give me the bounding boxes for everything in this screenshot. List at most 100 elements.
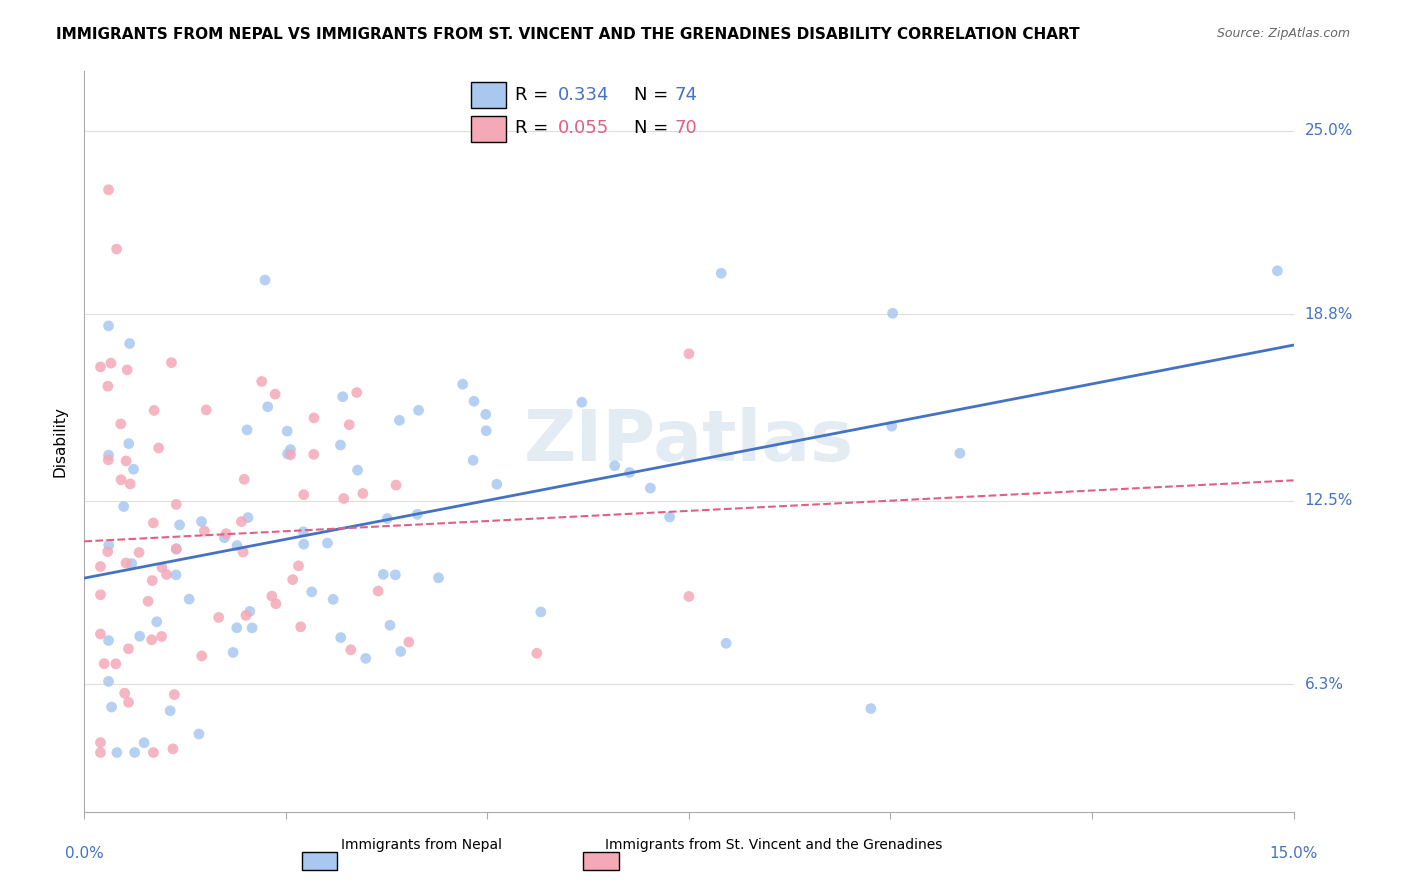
Point <box>281 573 304 587</box>
Point <box>292 488 315 502</box>
Point <box>427 571 450 585</box>
Point <box>714 636 737 650</box>
Point <box>165 567 187 582</box>
Point <box>148 441 170 455</box>
Point <box>118 336 141 351</box>
Point <box>406 508 429 522</box>
Point <box>329 631 352 645</box>
Point <box>215 526 238 541</box>
Point <box>301 584 323 599</box>
Point <box>678 347 700 361</box>
Point <box>260 589 283 603</box>
Point <box>160 356 183 370</box>
Point <box>264 597 287 611</box>
Point <box>232 545 254 559</box>
Point <box>253 273 276 287</box>
Point <box>159 704 181 718</box>
Point <box>619 466 641 480</box>
Point <box>475 424 498 438</box>
Point <box>89 359 111 374</box>
Point <box>89 746 111 760</box>
Point <box>276 424 298 438</box>
Point <box>378 618 401 632</box>
Point <box>93 657 115 671</box>
Point <box>165 541 187 556</box>
Point <box>290 620 312 634</box>
Point <box>214 531 236 545</box>
Point <box>143 403 166 417</box>
Point <box>710 266 733 280</box>
Point <box>280 448 302 462</box>
Point <box>389 644 412 658</box>
Text: 12.5%: 12.5% <box>1305 493 1353 508</box>
Point <box>122 462 145 476</box>
Point <box>145 615 167 629</box>
Text: Source: ZipAtlas.com: Source: ZipAtlas.com <box>1216 27 1350 40</box>
Text: 0.0%: 0.0% <box>65 847 104 862</box>
Point <box>385 478 408 492</box>
Point <box>141 632 163 647</box>
Point <box>640 481 662 495</box>
Point <box>117 641 139 656</box>
Text: Immigrants from Nepal: Immigrants from Nepal <box>342 838 502 852</box>
Point <box>231 515 253 529</box>
Point <box>280 442 302 457</box>
Point <box>165 542 187 557</box>
Point <box>97 453 120 467</box>
Point <box>225 621 247 635</box>
Point <box>571 395 593 409</box>
Point <box>678 590 700 604</box>
Point <box>256 400 278 414</box>
Point <box>461 453 484 467</box>
Point <box>162 742 184 756</box>
Text: 18.8%: 18.8% <box>1305 307 1353 322</box>
Point <box>100 700 122 714</box>
Point <box>97 538 120 552</box>
Point <box>124 746 146 760</box>
Point <box>451 377 474 392</box>
Point <box>316 536 339 550</box>
Point <box>105 746 128 760</box>
Point <box>110 417 132 431</box>
Point <box>292 537 315 551</box>
Point <box>89 735 111 749</box>
Point <box>233 472 256 486</box>
Point <box>332 491 354 506</box>
Text: ZIPatlas: ZIPatlas <box>524 407 853 476</box>
Point <box>880 419 903 434</box>
Point <box>89 559 111 574</box>
Point <box>128 629 150 643</box>
Point <box>408 403 430 417</box>
Text: 15.0%: 15.0% <box>1270 847 1317 862</box>
Point <box>89 627 111 641</box>
Point <box>169 517 191 532</box>
Point <box>236 423 259 437</box>
Point <box>100 356 122 370</box>
Point <box>115 556 138 570</box>
Point <box>97 633 120 648</box>
Point <box>235 608 257 623</box>
Point <box>165 498 187 512</box>
Point <box>530 605 553 619</box>
Point <box>136 594 159 608</box>
Point <box>128 545 150 559</box>
Point <box>115 454 138 468</box>
Point <box>526 646 548 660</box>
Point <box>352 486 374 500</box>
Point <box>114 686 136 700</box>
Text: 6.3%: 6.3% <box>1305 677 1344 692</box>
Point <box>134 736 156 750</box>
Point <box>190 648 212 663</box>
Point <box>97 379 120 393</box>
Text: 25.0%: 25.0% <box>1305 123 1353 138</box>
Point <box>384 567 406 582</box>
Text: IMMIGRANTS FROM NEPAL VS IMMIGRANTS FROM ST. VINCENT AND THE GRENADINES DISABILI: IMMIGRANTS FROM NEPAL VS IMMIGRANTS FROM… <box>56 27 1080 42</box>
Point <box>118 436 141 450</box>
Point <box>115 363 138 377</box>
Point <box>1267 264 1289 278</box>
Point <box>236 510 259 524</box>
Point <box>208 610 231 624</box>
Point <box>163 688 186 702</box>
Point <box>155 567 177 582</box>
Point <box>292 524 315 539</box>
